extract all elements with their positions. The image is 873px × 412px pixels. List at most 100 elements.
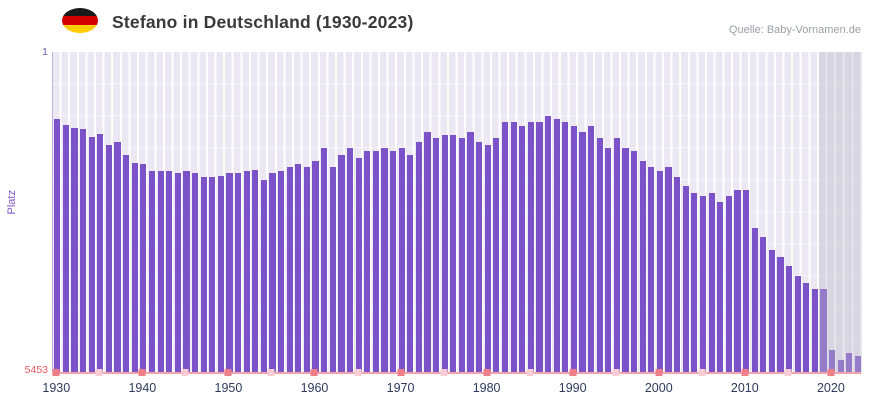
bar-1968[interactable] bbox=[381, 148, 388, 372]
bar-1973[interactable] bbox=[424, 131, 431, 372]
bar-1971[interactable] bbox=[407, 154, 414, 372]
bar-1943[interactable] bbox=[166, 171, 173, 372]
bar-slot-1941 bbox=[148, 52, 157, 372]
bar-1959[interactable] bbox=[303, 166, 311, 372]
bar-1967[interactable] bbox=[372, 151, 379, 372]
bar-1981[interactable] bbox=[493, 138, 500, 372]
bar-1993[interactable] bbox=[596, 138, 603, 372]
bar-2010[interactable] bbox=[742, 189, 750, 372]
bar-1989[interactable] bbox=[562, 122, 569, 372]
bar-2006[interactable] bbox=[708, 192, 715, 372]
bar-1988[interactable] bbox=[553, 119, 560, 372]
bar-2021[interactable] bbox=[837, 359, 844, 372]
bar-1938[interactable] bbox=[123, 154, 130, 372]
bar-2000[interactable] bbox=[656, 170, 664, 372]
bar-1933[interactable] bbox=[80, 129, 87, 372]
bar-1987[interactable] bbox=[544, 115, 552, 372]
bar-1948[interactable] bbox=[209, 176, 216, 372]
bar-1944[interactable] bbox=[174, 173, 181, 372]
bar-1937[interactable] bbox=[114, 141, 121, 372]
bar-1931[interactable] bbox=[62, 125, 69, 372]
bar-1975[interactable] bbox=[441, 135, 448, 372]
bar-1996[interactable] bbox=[622, 148, 629, 372]
bar-1966[interactable] bbox=[364, 151, 371, 372]
bar-1953[interactable] bbox=[252, 169, 259, 372]
bar-2007[interactable] bbox=[717, 202, 724, 372]
bar-2020[interactable] bbox=[829, 349, 836, 372]
bar-2002[interactable] bbox=[674, 176, 681, 372]
bar-1992[interactable] bbox=[587, 125, 595, 372]
bar-1940[interactable] bbox=[140, 164, 147, 372]
bar-2017[interactable] bbox=[803, 282, 810, 372]
bar-1974[interactable] bbox=[433, 138, 440, 372]
bar-1961[interactable] bbox=[321, 148, 328, 372]
bar-1942[interactable] bbox=[157, 170, 164, 372]
bar-2016[interactable] bbox=[794, 276, 801, 372]
bar-1932[interactable] bbox=[71, 128, 78, 372]
bar-1984[interactable] bbox=[519, 125, 526, 372]
bar-1963[interactable] bbox=[338, 154, 345, 372]
bar-1954[interactable] bbox=[260, 179, 268, 372]
bar-1950[interactable] bbox=[226, 173, 233, 372]
bar-1990[interactable] bbox=[570, 125, 577, 372]
bar-1965[interactable] bbox=[355, 157, 362, 372]
bar-1972[interactable] bbox=[415, 141, 422, 372]
bar-slot-1963 bbox=[337, 52, 346, 372]
bar-2005[interactable] bbox=[699, 195, 707, 372]
bar-1986[interactable] bbox=[536, 122, 543, 372]
bar-1964[interactable] bbox=[346, 148, 354, 372]
bar-1969[interactable] bbox=[389, 151, 397, 372]
bar-slot-1948 bbox=[208, 52, 217, 372]
bar-1962[interactable] bbox=[329, 166, 336, 372]
bar-1949[interactable] bbox=[217, 176, 224, 372]
bar-1976[interactable] bbox=[450, 135, 457, 372]
bar-1958[interactable] bbox=[295, 164, 302, 372]
bar-1952[interactable] bbox=[243, 170, 250, 372]
bar-1956[interactable] bbox=[278, 170, 285, 372]
bar-2023[interactable] bbox=[854, 355, 862, 372]
bar-2004[interactable] bbox=[691, 192, 698, 372]
bar-2001[interactable] bbox=[665, 166, 672, 372]
bar-slot-1945 bbox=[182, 52, 191, 372]
bar-1945[interactable] bbox=[183, 170, 190, 372]
bar-2018[interactable] bbox=[811, 289, 819, 372]
bar-1936[interactable] bbox=[105, 144, 113, 372]
bar-2008[interactable] bbox=[725, 195, 732, 372]
bar-2011[interactable] bbox=[751, 228, 758, 372]
bar-1983[interactable] bbox=[510, 122, 517, 372]
bar-1939[interactable] bbox=[131, 163, 138, 372]
bar-2009[interactable] bbox=[734, 189, 741, 372]
bar-2013[interactable] bbox=[768, 250, 775, 372]
decade-tick-1930 bbox=[52, 369, 60, 376]
bar-1951[interactable] bbox=[235, 172, 242, 372]
bar-2014[interactable] bbox=[777, 256, 784, 372]
bar-1957[interactable] bbox=[286, 166, 293, 372]
bar-2019[interactable] bbox=[820, 289, 827, 372]
bar-1935[interactable] bbox=[97, 134, 104, 372]
bar-1960[interactable] bbox=[312, 160, 319, 372]
bar-1994[interactable] bbox=[605, 148, 612, 372]
bar-1977[interactable] bbox=[458, 138, 466, 372]
bar-1985[interactable] bbox=[527, 122, 534, 372]
bar-1978[interactable] bbox=[467, 131, 474, 372]
bar-1979[interactable] bbox=[476, 141, 483, 372]
bar-1930[interactable] bbox=[54, 119, 61, 372]
bar-1934[interactable] bbox=[88, 137, 95, 372]
bar-1947[interactable] bbox=[200, 176, 207, 372]
bar-2022[interactable] bbox=[846, 353, 853, 372]
bar-1970[interactable] bbox=[398, 148, 405, 372]
bar-1997[interactable] bbox=[631, 151, 638, 372]
bar-1998[interactable] bbox=[639, 160, 646, 372]
bar-1946[interactable] bbox=[191, 173, 199, 372]
bar-1999[interactable] bbox=[648, 166, 655, 372]
bar-2012[interactable] bbox=[760, 237, 767, 372]
bar-1982[interactable] bbox=[501, 122, 509, 372]
bar-1941[interactable] bbox=[148, 170, 156, 372]
bar-slot-1971 bbox=[406, 52, 415, 372]
bar-2015[interactable] bbox=[786, 266, 793, 372]
bar-1955[interactable] bbox=[269, 173, 276, 372]
bar-2003[interactable] bbox=[682, 186, 689, 372]
bar-1980[interactable] bbox=[484, 144, 491, 372]
bar-1991[interactable] bbox=[579, 131, 586, 372]
bar-1995[interactable] bbox=[613, 138, 620, 372]
